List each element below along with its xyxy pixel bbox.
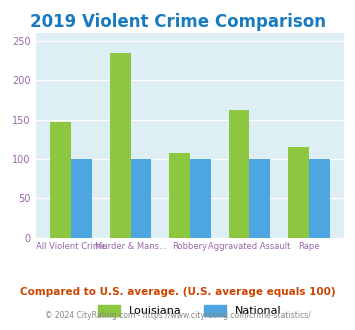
Text: © 2024 CityRating.com - https://www.cityrating.com/crime-statistics/: © 2024 CityRating.com - https://www.city… bbox=[45, 311, 310, 320]
Bar bbox=[309, 159, 329, 238]
Bar bbox=[131, 159, 151, 238]
Bar bbox=[249, 159, 270, 238]
Text: 2019 Violent Crime Comparison: 2019 Violent Crime Comparison bbox=[29, 13, 326, 31]
Bar bbox=[288, 147, 309, 238]
Legend: Louisiana, National: Louisiana, National bbox=[94, 300, 286, 321]
Bar bbox=[50, 122, 71, 238]
Bar bbox=[190, 159, 211, 238]
Text: Compared to U.S. average. (U.S. average equals 100): Compared to U.S. average. (U.S. average … bbox=[20, 287, 335, 297]
Bar bbox=[169, 153, 190, 238]
Bar bbox=[71, 159, 92, 238]
Bar bbox=[110, 53, 131, 238]
Bar bbox=[229, 110, 249, 238]
